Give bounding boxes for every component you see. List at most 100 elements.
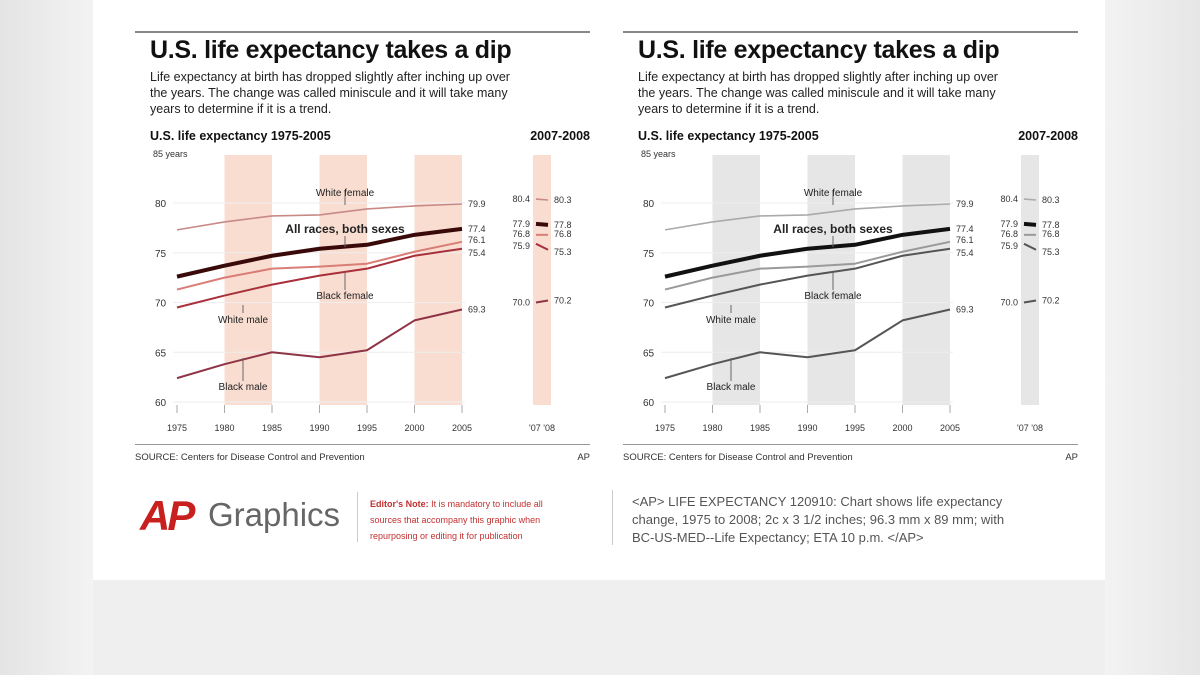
inset-start-label: 76.8	[1000, 229, 1018, 239]
subtitle-line: years to determine if it is a trend.	[638, 102, 820, 116]
end-value-label: 77.4	[468, 224, 486, 234]
end-value-label: 69.3	[468, 304, 486, 314]
top-rule	[135, 31, 590, 33]
x-tick-label: 1990	[797, 423, 817, 433]
y-tick-label: 70	[155, 299, 167, 310]
line-chart: 80 75 70 65 60 85 years 1975 1980 1985 1990 1995 20…	[641, 149, 1060, 433]
source-note: SOURCE: Centers for Disease Control and …	[135, 452, 365, 463]
right-blur-edge	[1105, 0, 1200, 675]
subtitle-line: years to determine if it is a trend.	[150, 102, 332, 116]
ap-credit: AP	[577, 452, 590, 463]
series-line	[176, 240, 463, 291]
y-axis-unit: 85 years	[641, 149, 676, 159]
grayscale-panel: U.S. life expectancy takes a dip Life ex…	[623, 0, 1093, 470]
end-value-label: 77.4	[956, 224, 974, 234]
graphic-title: U.S. life expectancy takes a dip	[150, 36, 512, 64]
recession-band	[319, 155, 367, 405]
inset-start-label: 76.8	[512, 229, 530, 239]
editors-note: Editor's Note: It is mandatory to includ…	[370, 496, 543, 544]
end-value-label: 79.9	[468, 199, 486, 209]
line-chart: 80 75 70 65 60 85 years 1975 1980 1985 1990 1995 20…	[153, 149, 572, 433]
y-tick-label: 60	[155, 398, 167, 409]
source-note: SOURCE: Centers for Disease Control and …	[623, 452, 853, 463]
series-line	[664, 247, 951, 309]
series-line	[176, 226, 463, 279]
end-value-label: 75.4	[468, 248, 486, 258]
footer: AP Graphics Editor's Note: It is mandato…	[0, 480, 1200, 560]
x-tick-label: 2005	[452, 423, 472, 433]
end-value-label: 79.9	[956, 199, 974, 209]
inset-end-label: 77.8	[554, 220, 572, 230]
series-line	[664, 203, 951, 231]
series-line	[664, 308, 951, 380]
recession-band	[414, 155, 462, 405]
inset-end-label: 76.8	[1042, 229, 1060, 239]
bottom-rule	[623, 444, 1078, 445]
inset-start-label: 75.9	[512, 241, 530, 251]
x-tick-label: 1985	[750, 423, 770, 433]
y-tick-label: 65	[155, 348, 167, 359]
x-tick-label: 1985	[262, 423, 282, 433]
recession-band	[712, 155, 760, 405]
y-tick-label: 80	[155, 199, 167, 210]
graphic-title: U.S. life expectancy takes a dip	[638, 36, 1000, 64]
inset-start-label: 80.4	[512, 194, 530, 204]
inset-line	[535, 221, 549, 227]
caption: <AP> LIFE EXPECTANCY 120910: Chart shows…	[632, 493, 1004, 547]
inset-line	[1023, 221, 1037, 227]
series-line	[664, 240, 951, 291]
inset-x-tick-label: '07 '08	[529, 423, 555, 433]
recession-band	[224, 155, 272, 405]
end-value-label: 76.1	[956, 235, 974, 245]
x-tick-label: 1980	[214, 423, 234, 433]
chart-heading: U.S. life expectancy 1975-2005	[150, 129, 331, 143]
x-tick-label: 2005	[940, 423, 960, 433]
inset-end-label: 70.2	[1042, 296, 1060, 306]
x-tick-label: 1975	[655, 423, 675, 433]
series-label: All races, both sexes	[773, 222, 893, 236]
end-value-label: 76.1	[468, 235, 486, 245]
series-line	[176, 308, 463, 380]
x-tick-label: 1975	[167, 423, 187, 433]
inset-end-label: 80.3	[1042, 195, 1060, 205]
y-tick-label: 80	[643, 199, 655, 210]
subtitle-line: Life expectancy at birth has dropped sli…	[638, 70, 998, 84]
y-tick-label: 65	[643, 348, 655, 359]
recession-band	[902, 155, 950, 405]
y-axis-unit: 85 years	[153, 149, 188, 159]
x-tick-label: 2000	[892, 423, 912, 433]
inset-start-label: 77.9	[1000, 219, 1018, 229]
y-tick-label: 70	[643, 299, 655, 310]
x-tick-label: 1995	[845, 423, 865, 433]
series-line	[176, 203, 463, 231]
series-line	[664, 226, 951, 279]
ap-credit: AP	[1065, 452, 1078, 463]
series-label: Black female	[804, 291, 862, 302]
inset-heading: 2007-2008	[1018, 129, 1078, 143]
inset-line	[1023, 242, 1037, 251]
inset-line	[535, 198, 549, 201]
divider	[612, 490, 613, 545]
editors-note-label: Editor's Note:	[370, 499, 429, 509]
inset-end-label: 70.2	[554, 296, 572, 306]
color-panel: U.S. life expectancy takes a dip Life ex…	[135, 0, 605, 470]
series-label: White female	[316, 188, 375, 199]
inset-start-label: 70.0	[512, 298, 530, 308]
caption-line: change, 1975 to 2008; 2c x 3 1/2 inches;…	[632, 512, 1005, 527]
inset-start-label: 70.0	[1000, 298, 1018, 308]
y-tick-label: 75	[155, 249, 167, 260]
series-label: White male	[706, 315, 756, 326]
editors-note-line: sources that accompany this graphic when	[370, 515, 541, 525]
inset-line	[535, 299, 549, 304]
caption-line: <AP> LIFE EXPECTANCY 120910: Chart shows…	[632, 494, 1003, 509]
caption-line: BC-US-MED--Life Expectancy; ETA 10 p.m. …	[632, 530, 924, 545]
bottom-rule	[135, 444, 590, 445]
x-tick-label: 1980	[702, 423, 722, 433]
end-value-label: 69.3	[956, 304, 974, 314]
series-line	[176, 247, 463, 309]
editors-note-line: repurposing or editing it for publicatio…	[370, 531, 523, 541]
inset-end-label: 77.8	[1042, 220, 1060, 230]
inset-line	[535, 242, 549, 251]
inset-end-label: 76.8	[554, 229, 572, 239]
series-label: White female	[804, 188, 863, 199]
